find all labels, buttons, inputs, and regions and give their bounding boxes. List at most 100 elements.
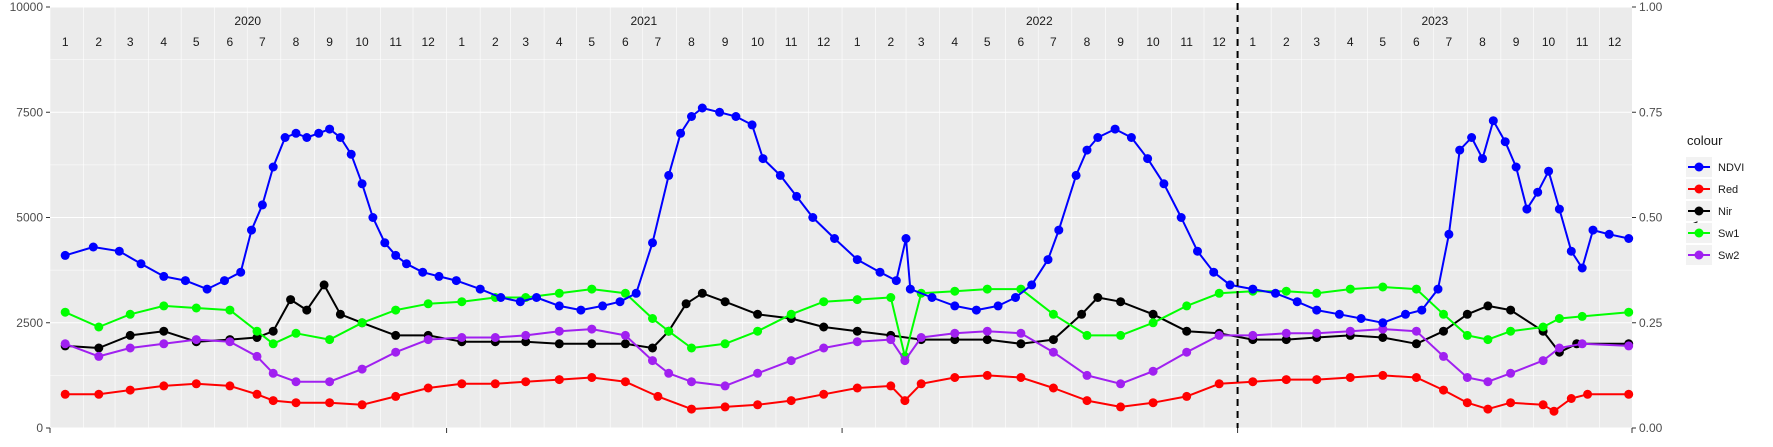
data-point-ndvi	[335, 133, 345, 142]
data-point-red	[225, 381, 235, 391]
legend-label: Nir	[1718, 206, 1732, 218]
data-point-ndvi	[368, 213, 378, 222]
data-point-sw2	[687, 377, 696, 387]
data-point-sw2	[1048, 347, 1058, 357]
data-point-red	[325, 398, 335, 408]
data-point-sw1	[1281, 286, 1291, 296]
data-point-ndvi	[1176, 213, 1186, 222]
month-label: 12	[421, 35, 435, 49]
data-point-sw1	[1554, 314, 1564, 323]
data-point-sw2	[886, 335, 896, 345]
data-point-red	[653, 391, 663, 401]
data-point-sw2	[1016, 328, 1026, 338]
data-point-ndvi	[1467, 133, 1477, 142]
data-point-sw2	[819, 343, 829, 353]
data-point-ndvi	[451, 276, 461, 286]
data-point-red	[1566, 394, 1576, 403]
year-label: 2021	[630, 14, 657, 28]
data-point-nir	[982, 335, 992, 345]
data-point-sw1	[1378, 282, 1388, 292]
data-point-sw1	[950, 286, 960, 296]
month-label: 7	[655, 35, 662, 49]
month-label: 1	[458, 35, 465, 49]
month-label: 7	[1446, 35, 1453, 49]
data-point-sw1	[1116, 330, 1126, 340]
data-point-ndvi	[475, 284, 485, 294]
data-point-red	[1439, 385, 1448, 395]
data-point-sw2	[1411, 326, 1421, 336]
data-point-red	[159, 381, 169, 391]
series-red	[60, 370, 1634, 416]
series-ndvi	[60, 103, 1634, 328]
data-point-ndvi	[775, 170, 785, 180]
data-point-ndvi	[325, 124, 335, 134]
data-point-sw1	[819, 297, 829, 307]
data-point-nir	[620, 339, 630, 349]
data-point-sw2	[268, 368, 278, 378]
data-point-ndvi	[1043, 255, 1053, 265]
legend-label: Sw1	[1718, 228, 1739, 240]
data-point-sw1	[1082, 330, 1092, 340]
data-point-ndvi	[1624, 234, 1634, 243]
data-point-sw2	[1182, 347, 1192, 357]
data-point-ndvi	[247, 225, 256, 235]
data-point-ndvi	[676, 128, 686, 138]
legend-key-point	[1694, 162, 1704, 172]
data-point-red	[1624, 389, 1634, 399]
data-point-red	[720, 402, 730, 412]
data-point-sw1	[1214, 288, 1224, 298]
year-label: 2022	[1026, 14, 1053, 28]
data-point-red	[1312, 375, 1322, 385]
month-label: 8	[1084, 35, 1091, 49]
data-point-ndvi	[1511, 162, 1521, 172]
month-label: 4	[951, 35, 958, 49]
data-point-ndvi	[891, 276, 901, 286]
data-point-sw1	[191, 303, 201, 313]
data-point-ndvi	[950, 301, 960, 311]
data-point-ndvi	[1071, 170, 1081, 180]
data-point-sw1	[648, 314, 657, 323]
y-right-tick-label: 0.25	[1639, 316, 1663, 330]
data-point-sw1	[554, 288, 564, 298]
legend-key-point	[1694, 228, 1704, 238]
data-point-ndvi	[159, 271, 169, 281]
data-point-ndvi	[631, 288, 641, 298]
data-point-ndvi	[905, 284, 915, 294]
data-point-sw2	[916, 333, 926, 342]
data-point-sw1	[391, 305, 401, 315]
year-label: 2023	[1421, 14, 1448, 28]
data-point-nir	[252, 333, 262, 342]
data-point-red	[457, 379, 467, 389]
data-point-red	[687, 404, 696, 414]
data-point-sw2	[521, 330, 531, 340]
data-point-sw1	[720, 339, 730, 349]
data-point-ndvi	[1500, 137, 1510, 147]
data-point-sw2	[225, 337, 235, 347]
month-label: 9	[722, 35, 729, 49]
data-point-sw1	[325, 335, 335, 345]
month-label: 1	[62, 35, 69, 49]
data-point-sw2	[587, 324, 597, 334]
data-point-red	[1182, 391, 1192, 401]
data-point-sw2	[252, 351, 262, 361]
data-point-sw1	[357, 318, 367, 328]
data-point-nir	[335, 309, 345, 319]
data-point-nir	[1048, 335, 1058, 345]
data-point-red	[1462, 398, 1472, 408]
series-line-nir	[65, 283, 1629, 354]
data-point-sw1	[252, 326, 262, 336]
month-label: 4	[160, 35, 167, 49]
data-point-ndvi	[88, 242, 98, 252]
data-point-ndvi	[1417, 305, 1427, 315]
data-point-sw1	[291, 328, 301, 338]
month-label: 3	[918, 35, 925, 49]
data-point-sw1	[852, 295, 862, 305]
data-point-nir	[521, 337, 531, 347]
data-point-sw2	[753, 368, 763, 378]
data-point-sw2	[357, 364, 367, 374]
data-point-nir	[319, 280, 329, 290]
data-point-red	[950, 373, 960, 382]
data-point-sw1	[620, 288, 630, 298]
data-point-nir	[1439, 326, 1448, 336]
data-point-ndvi	[758, 154, 768, 164]
